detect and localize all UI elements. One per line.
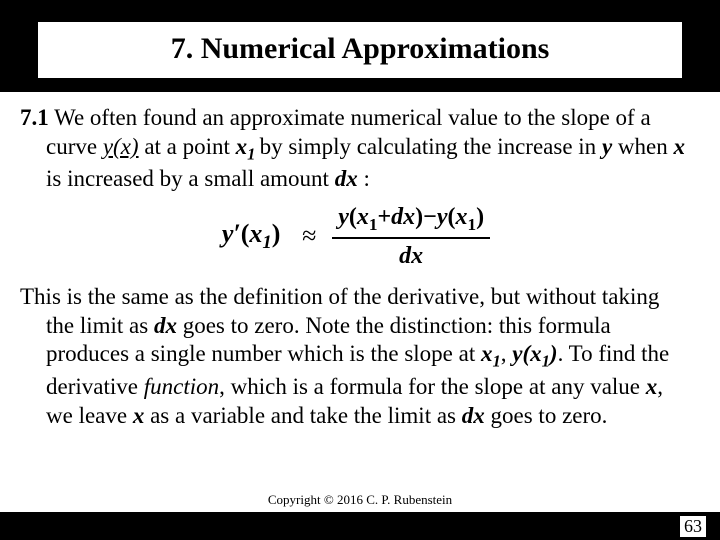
copyright-footer: Copyright © 2016 C. P. Rubenstein — [0, 492, 720, 508]
term-yx1: y(x — [512, 341, 541, 366]
text: at a point — [139, 134, 236, 159]
formula-approx-derivative: y′(x1) ≈ y(x1+dx)−y(x1) dx — [20, 204, 692, 269]
text: , which is a formula for the slope at an… — [219, 374, 646, 399]
fraction-denominator: dx — [332, 239, 490, 269]
term-dx: dx — [462, 403, 485, 428]
sym-x: x — [357, 204, 369, 230]
sub-1: 1 — [492, 352, 500, 371]
text: by simply calculating the increase in — [260, 134, 602, 159]
fraction-numerator: y(x1+dx)−y(x1) — [332, 204, 490, 239]
slide-title: 7. Numerical Approximations — [38, 22, 682, 78]
text: , — [501, 341, 513, 366]
term-dx: dx — [335, 166, 358, 191]
sym-paren: ( — [349, 204, 357, 230]
sym-y: y — [437, 204, 448, 230]
paragraph-explanation: This is the same as the definition of th… — [20, 283, 692, 430]
sym-x: x — [456, 204, 468, 230]
slide-body: 7.1 We often found an approximate numeri… — [0, 92, 720, 512]
term-yx: y(x) — [103, 134, 139, 159]
sym-y: y — [338, 204, 349, 230]
sym-paren: ) — [272, 219, 281, 248]
formula-fraction: y(x1+dx)−y(x1) dx — [332, 204, 490, 269]
sym-paren: ( — [448, 204, 456, 230]
section-number: 7.1 — [20, 105, 49, 130]
term-dx: dx — [154, 313, 177, 338]
sym-approx: ≈ — [292, 220, 326, 253]
sym-paren: ) — [415, 204, 423, 230]
term-x1: x — [481, 341, 493, 366]
paragraph-7-1: 7.1 We often found an approximate numeri… — [20, 104, 692, 194]
sym-sub1: 1 — [262, 232, 271, 253]
formula-lhs: y′(x1) — [222, 218, 287, 255]
sub-1: 1 — [542, 352, 550, 371]
sub-1: 1 — [247, 144, 259, 163]
term-function: function — [144, 374, 219, 399]
term-y: y — [602, 134, 612, 159]
text: as a variable and take the limit as — [144, 403, 461, 428]
slide: 7. Numerical Approximations 7.1 We often… — [0, 0, 720, 540]
sym-y: y — [222, 219, 234, 248]
sym-x: x — [249, 219, 262, 248]
text: when — [612, 134, 673, 159]
sym-prime: ′ — [233, 219, 240, 248]
term-x: x — [133, 403, 145, 428]
text: : — [358, 166, 370, 191]
sym-minus: − — [423, 204, 437, 230]
sym-paren: ) — [476, 204, 484, 230]
term-x: x — [646, 374, 658, 399]
sym-dx: dx — [391, 204, 415, 230]
page-number: 63 — [680, 516, 706, 537]
sym-plus: + — [377, 204, 391, 230]
term-yx1-close: ) — [550, 341, 558, 366]
text: goes to zero. — [485, 403, 608, 428]
sym-sub1: 1 — [468, 215, 477, 234]
term-x1: x — [236, 134, 248, 159]
text: is increased by a small amount — [46, 166, 335, 191]
term-x: x — [673, 134, 685, 159]
